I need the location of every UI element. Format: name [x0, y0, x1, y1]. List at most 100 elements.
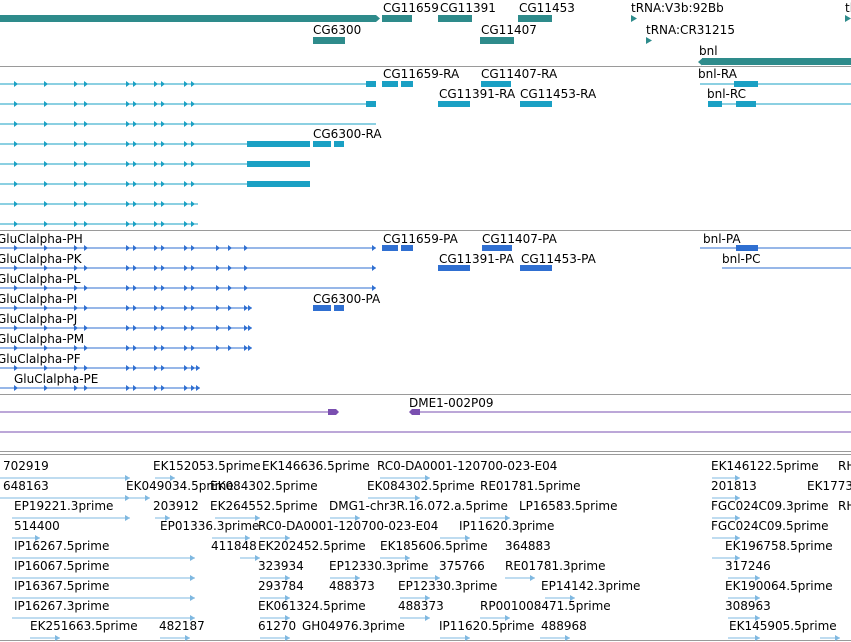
- transcript-exon[interactable]: [133, 221, 137, 227]
- protein-exon[interactable]: [74, 245, 78, 251]
- est-feature[interactable]: [755, 615, 760, 621]
- transcript-exon[interactable]: [191, 221, 195, 227]
- gene-feature[interactable]: [382, 15, 412, 22]
- est-feature[interactable]: [565, 635, 570, 641]
- est-feature[interactable]: [835, 635, 840, 641]
- transcript-exon[interactable]: [154, 221, 158, 227]
- protein-exon[interactable]: [244, 345, 248, 351]
- transcript-exon[interactable]: [126, 141, 130, 147]
- est-feature[interactable]: [735, 535, 740, 541]
- transcript-exon[interactable]: [184, 81, 188, 87]
- est-feature[interactable]: [190, 555, 195, 561]
- protein-exon[interactable]: [191, 265, 195, 271]
- est-feature[interactable]: [735, 555, 740, 561]
- transcript-exon[interactable]: [191, 81, 195, 87]
- protein-exon[interactable]: [244, 265, 248, 271]
- protein-exon[interactable]: [184, 385, 188, 391]
- transcript-exon[interactable]: [14, 221, 18, 227]
- protein-exon[interactable]: [14, 245, 18, 251]
- transcript-exon[interactable]: [334, 141, 344, 147]
- protein-exon[interactable]: [184, 345, 188, 351]
- protein-exon[interactable]: [184, 285, 188, 291]
- transcript-exon[interactable]: [161, 161, 165, 167]
- protein-exon[interactable]: [84, 305, 88, 311]
- protein-exon[interactable]: [44, 365, 48, 371]
- protein-exon[interactable]: [191, 285, 195, 291]
- transcript-exon[interactable]: [133, 81, 137, 87]
- transcript-exon[interactable]: [184, 181, 188, 187]
- protein-exon[interactable]: [154, 345, 158, 351]
- transcript-exon[interactable]: [74, 101, 78, 107]
- protein-exon[interactable]: [228, 345, 232, 351]
- transcript-exon[interactable]: [154, 181, 158, 187]
- transcript-exon[interactable]: [161, 101, 165, 107]
- protein-exon[interactable]: [126, 245, 130, 251]
- est-feature[interactable]: [570, 595, 575, 601]
- bac-feature[interactable]: [328, 409, 339, 415]
- transcript-exon[interactable]: [247, 161, 310, 167]
- protein-exon[interactable]: [184, 265, 188, 271]
- transcript-exon[interactable]: [74, 201, 78, 207]
- gene-feature[interactable]: [845, 15, 851, 22]
- protein-exon[interactable]: [184, 245, 188, 251]
- protein-exon[interactable]: [84, 365, 88, 371]
- protein-exon[interactable]: [228, 245, 232, 251]
- transcript-exon[interactable]: [191, 141, 195, 147]
- est-feature[interactable]: [165, 515, 170, 521]
- protein-exon[interactable]: [244, 285, 248, 291]
- transcript-exon[interactable]: [14, 201, 18, 207]
- transcript-exon[interactable]: [133, 101, 137, 107]
- protein-exon[interactable]: [74, 345, 78, 351]
- protein-exon[interactable]: [228, 285, 232, 291]
- transcript-exon[interactable]: [84, 81, 88, 87]
- protein-exon[interactable]: [372, 285, 376, 291]
- protein-exon[interactable]: [133, 325, 137, 331]
- est-feature[interactable]: [355, 575, 360, 581]
- transcript-exon[interactable]: [44, 181, 48, 187]
- est-feature[interactable]: [255, 555, 260, 561]
- protein-exon[interactable]: [126, 265, 130, 271]
- gene-feature[interactable]: [518, 15, 552, 22]
- protein-exon[interactable]: [14, 305, 18, 311]
- protein-exon[interactable]: [126, 285, 130, 291]
- protein-exon[interactable]: [520, 265, 552, 271]
- transcript-exon[interactable]: [44, 161, 48, 167]
- protein-exon[interactable]: [84, 385, 88, 391]
- transcript-exon[interactable]: [44, 81, 48, 87]
- transcript-exon[interactable]: [126, 101, 130, 107]
- transcript-exon[interactable]: [84, 181, 88, 187]
- protein-exon[interactable]: [161, 345, 165, 351]
- transcript-exon[interactable]: [44, 221, 48, 227]
- transcript-exon[interactable]: [708, 101, 722, 107]
- est-feature[interactable]: [355, 515, 360, 521]
- est-feature[interactable]: [245, 535, 250, 541]
- transcript-exon[interactable]: [133, 121, 137, 127]
- gene-feature[interactable]: [646, 37, 652, 44]
- transcript-exon[interactable]: [247, 141, 310, 147]
- protein-exon[interactable]: [133, 345, 137, 351]
- est-feature[interactable]: [35, 535, 40, 541]
- transcript-exon[interactable]: [161, 201, 165, 207]
- protein-exon[interactable]: [382, 245, 398, 251]
- est-feature[interactable]: [285, 535, 290, 541]
- est-feature[interactable]: [505, 615, 510, 621]
- transcript-exon[interactable]: [161, 81, 165, 87]
- transcript-exon[interactable]: [191, 101, 195, 107]
- transcript-exon[interactable]: [84, 141, 88, 147]
- protein-exon[interactable]: [126, 345, 130, 351]
- transcript-exon[interactable]: [191, 121, 195, 127]
- transcript-exon[interactable]: [133, 181, 137, 187]
- protein-exon[interactable]: [154, 305, 158, 311]
- protein-exon[interactable]: [401, 245, 413, 251]
- transcript-exon[interactable]: [126, 161, 130, 167]
- protein-exon[interactable]: [191, 385, 195, 391]
- transcript-exon[interactable]: [520, 101, 552, 107]
- transcript-exon[interactable]: [154, 141, 158, 147]
- protein-exon[interactable]: [191, 345, 195, 351]
- bac-feature[interactable]: [409, 409, 420, 415]
- protein-exon[interactable]: [228, 305, 232, 311]
- protein-exon[interactable]: [44, 325, 48, 331]
- transcript-exon[interactable]: [74, 141, 78, 147]
- protein-exon[interactable]: [216, 325, 220, 331]
- protein-exon[interactable]: [736, 245, 758, 251]
